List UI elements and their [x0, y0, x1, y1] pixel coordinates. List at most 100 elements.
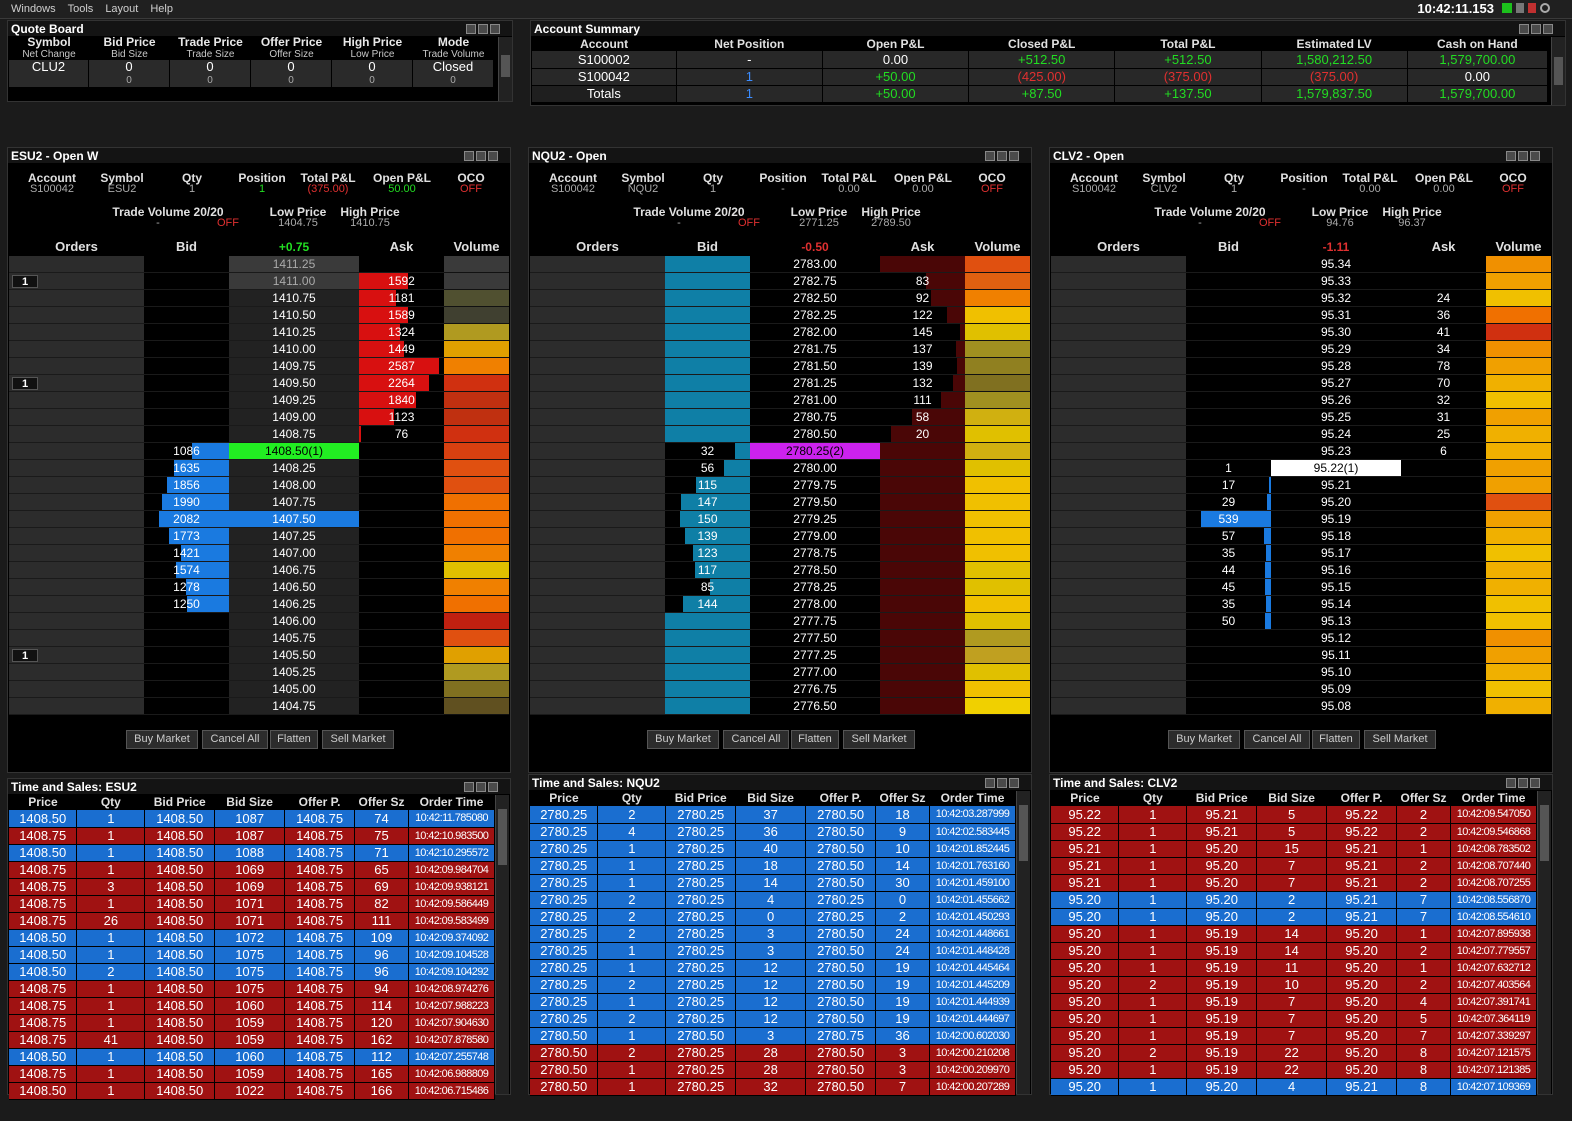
ask-cell[interactable] [880, 647, 965, 664]
time-and-sales-scrollbar[interactable] [1537, 791, 1551, 1094]
order-cell[interactable] [530, 613, 665, 630]
order-cell[interactable] [530, 375, 665, 392]
header-symbol[interactable]: Symbol [27, 35, 71, 49]
order-cell[interactable] [530, 545, 665, 562]
flatten-button[interactable]: Flatten [270, 730, 318, 749]
order-cell[interactable] [1051, 545, 1186, 562]
bid-cell[interactable] [144, 647, 229, 664]
ask-cell[interactable] [1401, 562, 1486, 579]
trade-row[interactable]: 95.22 1 95.21 5 95.22 2 10:42:09.547050 [1051, 806, 1538, 824]
restore-icon[interactable] [1519, 24, 1529, 34]
bid-cell[interactable] [665, 596, 750, 613]
cancel-all-button[interactable]: Cancel All [202, 730, 268, 749]
cancel-all-button[interactable]: Cancel All [1244, 730, 1310, 749]
close-icon[interactable] [488, 782, 498, 792]
quote-high[interactable]: 0 [332, 60, 413, 74]
trade-row[interactable]: 95.21 1 95.20 15 95.21 1 10:42:08.783502 [1051, 840, 1538, 858]
bid-cell[interactable] [144, 426, 229, 443]
bid-cell[interactable] [144, 392, 229, 409]
menu-windows[interactable]: Windows [11, 3, 56, 15]
trade-row[interactable]: 2780.50 2 2780.25 28 2780.50 3 10:42:00.210208 [530, 1044, 1016, 1062]
trade-row[interactable]: 95.20 1 95.19 14 95.20 2 10:42:07.779557 [1051, 942, 1538, 960]
ask-cell[interactable] [880, 494, 965, 511]
bid-cell[interactable] [665, 664, 750, 681]
bid-cell[interactable] [1186, 647, 1271, 664]
bid-cell[interactable] [665, 613, 750, 630]
column-header[interactable]: Offer P. [805, 790, 876, 806]
column-header[interactable]: Estimated LV [1261, 36, 1408, 51]
trade-row[interactable]: 2780.25 2 2780.25 12 2780.50 19 10:42:01.44520… [530, 976, 1016, 994]
trade-row[interactable]: 2780.25 1 2780.25 18 2780.50 14 10:42:01.76316… [530, 857, 1016, 875]
bid-cell[interactable] [1186, 579, 1271, 596]
quote-bid[interactable]: 0 [89, 60, 170, 74]
ask-cell[interactable] [1401, 630, 1486, 647]
bid-cell[interactable] [1186, 392, 1271, 409]
column-header[interactable]: Order Time [929, 790, 1016, 806]
info-value[interactable]: OFF [217, 217, 239, 229]
lock-icon[interactable] [1516, 3, 1524, 13]
ask-header[interactable]: Ask [1431, 239, 1456, 254]
trade-row[interactable]: 1408.75 1 1408.50 1059 1408.75 120 10:42:07.90… [9, 1014, 495, 1032]
trade-row[interactable]: 2780.25 2 2780.25 0 2780.25 2 10:42:01.450293 [530, 908, 1016, 926]
bid-cell[interactable] [1186, 358, 1271, 375]
flatten-button[interactable]: Flatten [1312, 730, 1360, 749]
flatten-button[interactable]: Flatten [791, 730, 839, 749]
ask-cell[interactable] [1401, 307, 1486, 324]
bid-cell[interactable] [665, 358, 750, 375]
ask-cell[interactable] [359, 256, 444, 273]
order-cell[interactable] [530, 528, 665, 545]
ask-cell[interactable] [880, 562, 965, 579]
trade-row[interactable]: 95.20 1 95.19 7 95.20 5 10:42:07.364119 [1051, 1010, 1538, 1028]
ask-cell[interactable] [880, 596, 965, 613]
ask-cell[interactable] [359, 613, 444, 630]
bid-cell[interactable] [665, 307, 750, 324]
time-and-sales-scrollbar[interactable] [495, 795, 509, 1094]
orders-header[interactable]: Orders [576, 239, 619, 254]
order-cell[interactable] [9, 698, 144, 715]
trade-row[interactable]: 95.20 2 95.19 10 95.20 2 10:42:07.403564 [1051, 976, 1538, 994]
trade-row[interactable]: 2780.25 2 2780.25 3 2780.50 24 10:42:01.448661 [530, 925, 1016, 943]
alert-icon[interactable] [1528, 3, 1536, 13]
order-cell[interactable] [530, 494, 665, 511]
ask-cell[interactable] [1401, 681, 1486, 698]
trade-row[interactable]: 1408.75 41 1408.50 1059 1408.75 162 10:42:07.8… [9, 1031, 495, 1049]
order-cell[interactable] [1051, 273, 1186, 290]
order-cell[interactable] [9, 273, 144, 290]
restore-icon[interactable] [985, 778, 995, 788]
close-icon[interactable] [1530, 151, 1540, 161]
trade-row[interactable]: 95.21 1 95.20 7 95.21 2 10:42:08.707440 [1051, 857, 1538, 875]
trade-row[interactable]: 95.20 1 95.19 7 95.20 4 10:42:07.391741 [1051, 993, 1538, 1011]
edit-icon[interactable] [997, 151, 1007, 161]
header-high[interactable]: High Price [342, 35, 403, 49]
ask-cell[interactable] [880, 460, 965, 477]
bid-header[interactable]: Bid [697, 239, 718, 254]
bid-cell[interactable] [1186, 460, 1271, 477]
trade-row[interactable]: 95.20 1 95.19 14 95.20 1 10:42:07.895938 [1051, 925, 1538, 943]
ask-cell[interactable] [880, 630, 965, 647]
ask-cell[interactable] [1401, 698, 1486, 715]
ask-cell[interactable] [1401, 664, 1486, 681]
bid-cell[interactable] [1186, 409, 1271, 426]
ask-cell[interactable] [880, 511, 965, 528]
ask-cell[interactable] [359, 664, 444, 681]
trade-row[interactable]: 1408.75 26 1408.50 1071 1408.75 111 10:42:09.5… [9, 912, 495, 930]
order-cell[interactable] [9, 579, 144, 596]
bid-cell[interactable] [1186, 273, 1271, 290]
order-cell[interactable] [530, 579, 665, 596]
ask-cell[interactable] [359, 630, 444, 647]
column-header[interactable]: Bid Price [1186, 790, 1257, 806]
trade-row[interactable]: 95.21 1 95.20 7 95.21 2 10:42:08.707255 [1051, 874, 1538, 892]
bid-cell[interactable] [1186, 443, 1271, 460]
ask-cell[interactable] [880, 613, 965, 630]
bid-cell[interactable] [144, 256, 229, 273]
order-cell[interactable] [1051, 681, 1186, 698]
column-header[interactable]: Price [9, 794, 77, 810]
trade-row[interactable]: 1408.75 1 1408.50 1069 1408.75 65 10:42:09.984… [9, 861, 495, 879]
time-and-sales-scrollbar[interactable] [1016, 791, 1030, 1094]
trade-row[interactable]: 1408.50 1 1408.50 1072 1408.75 109 10:42:09.37… [9, 929, 495, 947]
bid-cell[interactable] [1186, 477, 1271, 494]
order-cell[interactable] [530, 630, 665, 647]
column-header[interactable]: Offer Sz [1396, 790, 1451, 806]
order-cell[interactable] [9, 409, 144, 426]
order-cell[interactable] [1051, 409, 1186, 426]
